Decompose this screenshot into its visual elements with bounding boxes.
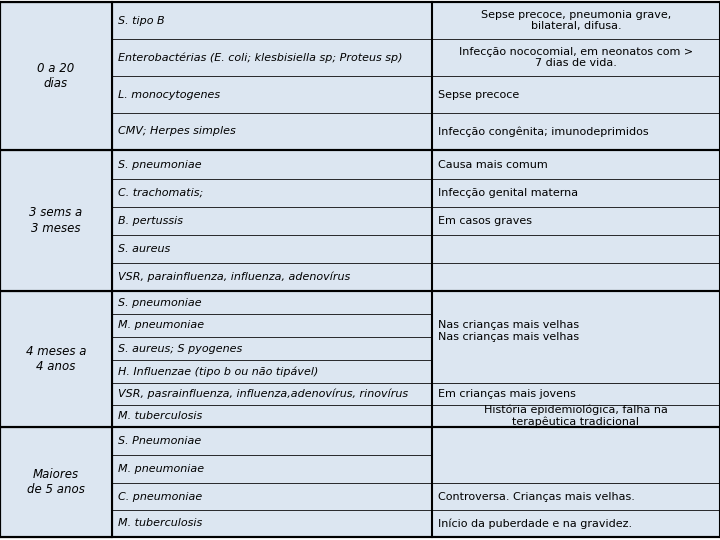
Bar: [432, 2, 720, 39]
Bar: [432, 510, 720, 537]
Text: L. monocytogenes: L. monocytogenes: [118, 90, 220, 99]
Bar: [432, 383, 720, 405]
Bar: [112, 179, 432, 207]
Bar: [432, 76, 720, 113]
Bar: [112, 360, 432, 383]
Bar: [112, 483, 432, 510]
Bar: [112, 337, 432, 360]
Bar: [0, 427, 112, 537]
Text: CMV; Herpes simples: CMV; Herpes simples: [118, 126, 235, 137]
Text: Nas crianças mais velhas: Nas crianças mais velhas: [438, 321, 579, 330]
Text: Nas crianças mais velhas: Nas crianças mais velhas: [438, 332, 579, 342]
Bar: [112, 150, 432, 179]
Bar: [432, 337, 720, 360]
Text: Maiores
de 5 anos: Maiores de 5 anos: [27, 468, 85, 496]
Bar: [432, 455, 720, 483]
Bar: [112, 263, 432, 291]
Text: Infecção nococomial, em neonatos com >
7 dias de vida.: Infecção nococomial, em neonatos com > 7…: [459, 46, 693, 68]
Bar: [432, 150, 720, 179]
Bar: [432, 207, 720, 235]
Text: História epidemiológica, falha na
terapêutica tradicional: História epidemiológica, falha na terapê…: [484, 404, 668, 427]
Text: S. pneumoniae: S. pneumoniae: [118, 159, 202, 170]
Bar: [112, 405, 432, 427]
Bar: [112, 427, 432, 455]
Text: M. pneumoniae: M. pneumoniae: [118, 464, 204, 474]
Text: S. tipo B: S. tipo B: [118, 16, 165, 25]
Text: 4 meses a
4 anos: 4 meses a 4 anos: [26, 345, 86, 373]
Bar: [432, 427, 720, 455]
Text: Infecção genital materna: Infecção genital materna: [438, 188, 578, 198]
Bar: [432, 263, 720, 291]
Text: Início da puberdade e na gravidez.: Início da puberdade e na gravidez.: [438, 518, 632, 529]
Text: H. Influenzae (tipo b ou não tipável): H. Influenzae (tipo b ou não tipável): [118, 366, 318, 377]
Text: C. trachomatis;: C. trachomatis;: [118, 188, 203, 198]
Bar: [432, 235, 720, 263]
Text: VSR, parainfluenza, influenza, adenovírus: VSR, parainfluenza, influenza, adenovíru…: [118, 272, 350, 282]
Text: Em casos graves: Em casos graves: [438, 216, 532, 226]
Bar: [0, 291, 112, 427]
Text: Sepse precoce: Sepse precoce: [438, 90, 519, 99]
Text: S. aureus: S. aureus: [118, 244, 170, 254]
Text: C. pneumoniae: C. pneumoniae: [118, 491, 202, 502]
Bar: [432, 427, 720, 483]
Bar: [432, 360, 720, 383]
Bar: [112, 39, 432, 76]
Text: S. pneumoniae: S. pneumoniae: [118, 298, 202, 307]
Bar: [112, 235, 432, 263]
Text: Controversa. Crianças mais velhas.: Controversa. Crianças mais velhas.: [438, 491, 635, 502]
Bar: [0, 150, 112, 291]
Bar: [112, 2, 432, 39]
Bar: [112, 455, 432, 483]
Bar: [112, 207, 432, 235]
Text: Enterobactérias (E. coli; klesbisiella sp; Proteus sp): Enterobactérias (E. coli; klesbisiella s…: [118, 52, 402, 63]
Bar: [432, 179, 720, 207]
Bar: [112, 510, 432, 537]
Bar: [112, 76, 432, 113]
Bar: [112, 383, 432, 405]
Text: Em crianças mais jovens: Em crianças mais jovens: [438, 389, 576, 399]
Text: Causa mais comum: Causa mais comum: [438, 159, 548, 170]
Bar: [432, 405, 720, 427]
Text: 0 a 20
dias: 0 a 20 dias: [37, 62, 75, 90]
Text: VSR, pasrainfluenza, influenza,adenovírus, rinovírus: VSR, pasrainfluenza, influenza,adenovíru…: [118, 389, 408, 399]
Text: 3 sems a
3 meses: 3 sems a 3 meses: [30, 206, 83, 234]
Text: B. pertussis: B. pertussis: [118, 216, 183, 226]
Text: M. pneumoniae: M. pneumoniae: [118, 321, 204, 330]
Bar: [112, 113, 432, 150]
Bar: [432, 291, 720, 383]
Text: M. tuberculosis: M. tuberculosis: [118, 518, 202, 529]
Bar: [432, 291, 720, 314]
Bar: [432, 39, 720, 76]
Text: M. tuberculosis: M. tuberculosis: [118, 411, 202, 421]
Text: Infecção congênita; imunodeprimidos: Infecção congênita; imunodeprimidos: [438, 126, 649, 137]
Bar: [432, 314, 720, 337]
Text: Sepse precoce, pneumonia grave,
bilateral, difusa.: Sepse precoce, pneumonia grave, bilatera…: [481, 10, 671, 31]
Bar: [112, 314, 432, 337]
Text: S. Pneumoniae: S. Pneumoniae: [118, 436, 202, 446]
Text: S. aureus; S pyogenes: S. aureus; S pyogenes: [118, 343, 242, 354]
Bar: [432, 483, 720, 510]
Bar: [112, 291, 432, 314]
Bar: [0, 2, 112, 150]
Bar: [432, 113, 720, 150]
